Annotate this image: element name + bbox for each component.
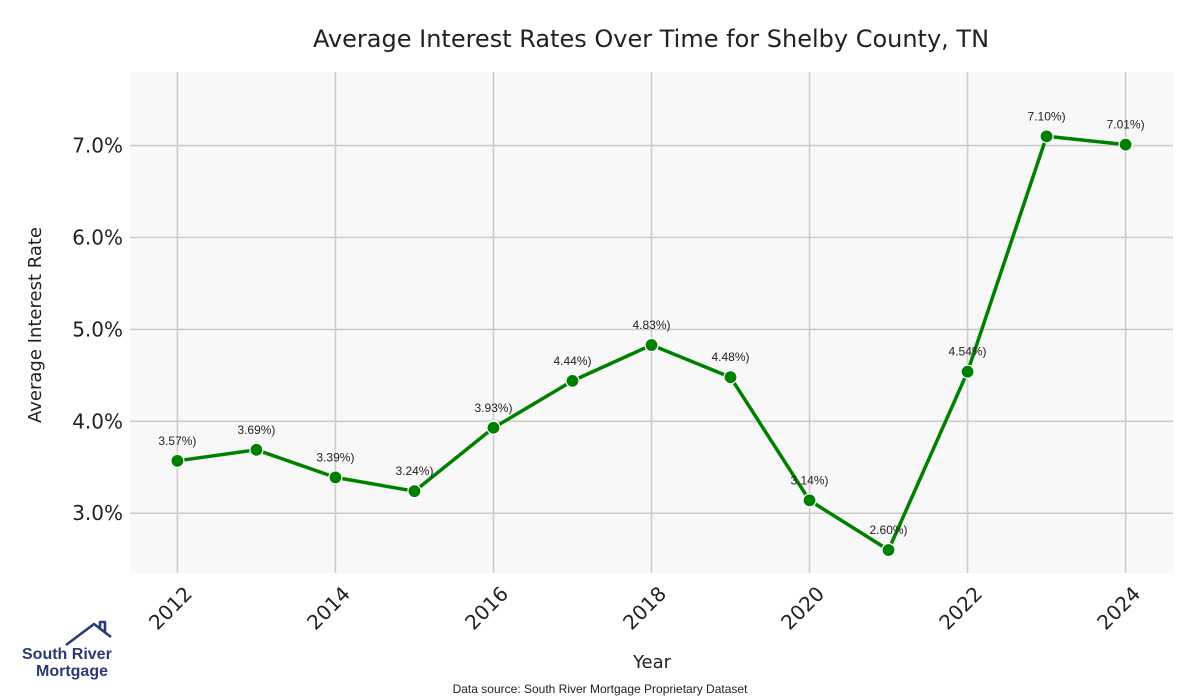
- logo-line-2: Mortgage: [36, 663, 108, 680]
- x-axis-label: Year: [632, 652, 672, 673]
- chart-title: Average Interest Rates Over Time for She…: [313, 25, 989, 53]
- data-label: 4.48%): [711, 350, 749, 364]
- x-tick-label: 2020: [776, 582, 829, 635]
- data-point: [407, 484, 422, 499]
- gridlines: [130, 72, 1173, 573]
- y-tick-label: 5.0%: [72, 317, 123, 341]
- x-tick-label: 2012: [144, 582, 197, 635]
- data-point: [881, 542, 896, 558]
- house-roof-icon: [65, 620, 112, 647]
- data-labels: 3.57%) 3.69%) 3.39%) 3.24%) 3.93%) 4.44%) 4.83…: [158, 109, 1144, 537]
- data-point: [565, 373, 580, 388]
- data-label: 7.01%): [1107, 118, 1145, 132]
- y-tick-label: 3.0%: [72, 501, 123, 525]
- x-tick-label: 2024: [1092, 582, 1145, 635]
- data-label: 3.57%): [158, 434, 196, 448]
- company-logo: South River Mortgage: [22, 620, 112, 680]
- logo-line-1: South River: [22, 646, 112, 663]
- data-label: 3.24%): [395, 464, 433, 478]
- x-tick-label: 2016: [460, 582, 513, 635]
- data-point: [723, 370, 738, 385]
- y-axis-label: Average Interest Rate: [25, 227, 46, 423]
- data-label: 4.54%): [949, 345, 987, 359]
- data-point: [1039, 129, 1054, 144]
- y-tick-label: 7.0%: [72, 134, 123, 158]
- data-point: [249, 442, 264, 457]
- data-point: [802, 493, 817, 508]
- x-tick-label: 2014: [302, 582, 355, 635]
- data-label: 4.44%): [553, 354, 591, 368]
- y-tick-label: 6.0%: [72, 225, 123, 249]
- data-point: [960, 364, 975, 379]
- data-source-note: Data source: South River Mortgage Propri…: [453, 682, 748, 696]
- x-axis-ticks: 2012 2014 2016 2018 2020 2022 2024: [144, 582, 1145, 635]
- x-tick-label: 2018: [618, 582, 671, 635]
- data-point: [644, 337, 659, 353]
- data-label: 3.93%): [474, 401, 512, 415]
- data-point: [486, 420, 501, 435]
- data-point: [1118, 137, 1133, 152]
- data-label: 3.69%): [237, 423, 275, 437]
- data-point: [170, 453, 185, 468]
- y-tick-label: 4.0%: [72, 409, 123, 433]
- data-label: 4.83%): [632, 318, 670, 332]
- data-points: [170, 129, 1133, 558]
- data-label: 7.10%): [1028, 109, 1066, 123]
- y-axis-ticks: 3.0% 4.0% 5.0% 6.0% 7.0%: [72, 134, 123, 526]
- x-tick-label: 2022: [934, 582, 987, 635]
- data-label: 2.60%): [870, 523, 908, 537]
- data-label: 3.39%): [316, 450, 354, 464]
- data-point: [328, 470, 343, 485]
- data-label: 3.14%): [791, 473, 829, 487]
